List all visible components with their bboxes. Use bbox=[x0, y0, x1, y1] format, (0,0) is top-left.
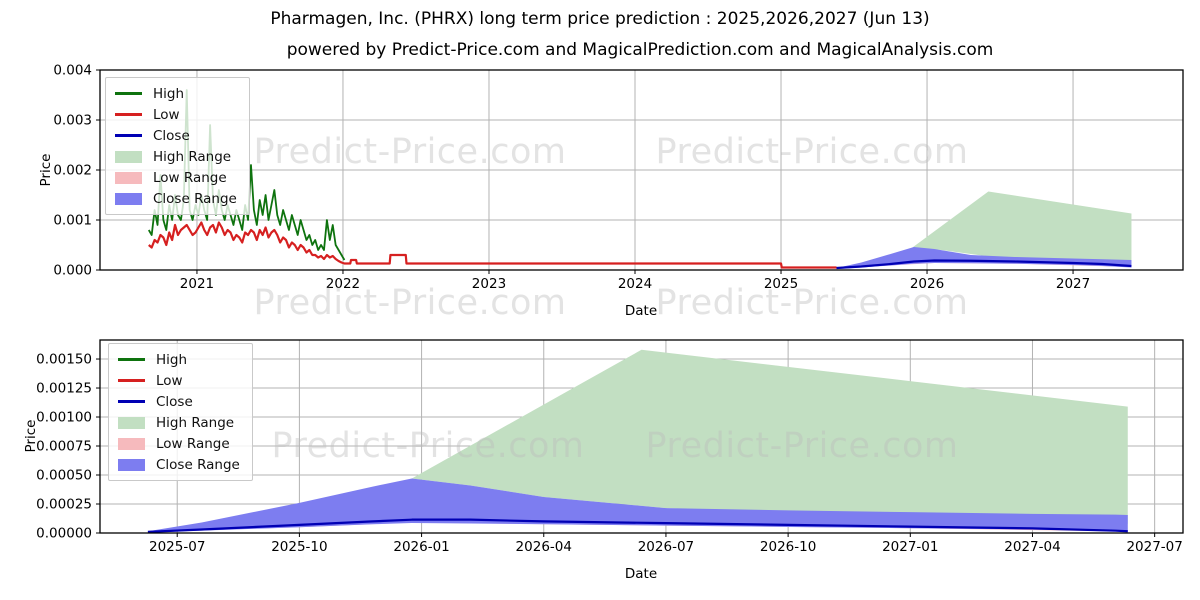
y-tick-label: 0.004 bbox=[53, 63, 92, 79]
legend-item-low-range: Low Range bbox=[115, 167, 237, 188]
series-close-line bbox=[836, 259, 1132, 270]
bottom-x-axis-label: Date bbox=[624, 566, 658, 582]
top-legend: High Low Close High Range Low Range Close Ran… bbox=[105, 77, 250, 215]
legend-label-close-range: Close Range bbox=[153, 190, 237, 207]
x-tick-label: 2027-04 bbox=[1004, 539, 1060, 555]
legend-swatch-close bbox=[115, 134, 142, 137]
legend-label-close: Close bbox=[153, 127, 190, 144]
chart-title: Pharmagen, Inc. (PHRX) long term price p… bbox=[270, 9, 930, 29]
series-low-line bbox=[148, 221, 837, 269]
x-tick-label: 2027 bbox=[1056, 276, 1090, 292]
bottom-y-axis-label: Price bbox=[23, 419, 39, 453]
x-tick-label: 2021 bbox=[180, 276, 214, 292]
y-tick-label: 0.00100 bbox=[36, 410, 92, 426]
y-tick-label: 0.003 bbox=[53, 113, 92, 129]
legend-label-close: Close bbox=[156, 393, 193, 410]
legend-item-close-range: Close Range bbox=[118, 454, 240, 475]
series-high-range bbox=[912, 191, 1132, 264]
legend-swatch-close-range bbox=[115, 192, 142, 205]
y-tick-label: 0.00050 bbox=[36, 468, 92, 484]
legend-label-high-range: High Range bbox=[153, 148, 232, 165]
y-tick-label: 0.002 bbox=[53, 163, 92, 179]
legend-item-low: Low bbox=[118, 370, 240, 391]
bottom-chart: 2025-07 2025-10 2026-01 2026-04 2026-07 2026-… bbox=[36, 339, 1184, 555]
legend-swatch-close-range bbox=[118, 458, 145, 471]
x-tick-label: 2025-10 bbox=[271, 539, 327, 555]
legend-label-high: High bbox=[156, 351, 188, 368]
legend-swatch-close bbox=[118, 400, 145, 403]
y-tick-label: 0.00075 bbox=[36, 439, 92, 455]
series-high-range bbox=[411, 349, 1128, 524]
legend-swatch-low-range bbox=[118, 437, 145, 450]
legend-item-low-range: Low Range bbox=[118, 433, 240, 454]
chart-subtitle: powered by Predict-Price.com and Magical… bbox=[286, 40, 994, 60]
x-tick-label: 2026-07 bbox=[638, 539, 694, 555]
legend-label-high: High bbox=[153, 85, 185, 102]
x-tick-label: 2026 bbox=[910, 276, 944, 292]
y-tick-label: 0.000 bbox=[53, 263, 92, 279]
legend-swatch-low bbox=[115, 113, 142, 116]
legend-item-high-range: High Range bbox=[118, 412, 240, 433]
x-tick-label: 2022 bbox=[326, 276, 360, 292]
x-tick-label: 2026-01 bbox=[393, 539, 449, 555]
legend-swatch-high bbox=[118, 358, 145, 361]
legend-item-high: High bbox=[118, 349, 240, 370]
x-tick-label: 2026-10 bbox=[760, 539, 816, 555]
legend-item-low: Low bbox=[115, 104, 237, 125]
legend-swatch-high-range bbox=[118, 416, 145, 429]
legend-swatch-low-range bbox=[115, 171, 142, 184]
series-close-range bbox=[147, 478, 1128, 533]
top-chart: 2021 2022 2023 2024 2025 2026 2027 0.000 0.001 0.… bbox=[53, 63, 1184, 292]
legend-label-low: Low bbox=[156, 372, 183, 389]
x-tick-label: 2027-07 bbox=[1126, 539, 1182, 555]
x-tick-label: 2026-04 bbox=[516, 539, 572, 555]
y-tick-label: 0.00000 bbox=[36, 526, 92, 542]
series-close-line bbox=[147, 518, 1128, 533]
legend-item-close: Close bbox=[118, 391, 240, 412]
y-tick-label: 0.001 bbox=[53, 213, 92, 229]
axes-frame bbox=[99, 339, 1184, 534]
legend-item-high: High bbox=[115, 83, 237, 104]
legend-swatch-high bbox=[115, 92, 142, 95]
top-y-axis-label: Price bbox=[38, 153, 54, 187]
y-tick-label: 0.00125 bbox=[36, 381, 92, 397]
x-tick-label: 2023 bbox=[472, 276, 506, 292]
legend-swatch-low bbox=[118, 379, 145, 382]
legend-label-high-range: High Range bbox=[156, 414, 235, 431]
x-tick-label: 2027-01 bbox=[882, 539, 938, 555]
y-tick-label: 0.00025 bbox=[36, 497, 92, 513]
legend-label-low-range: Low Range bbox=[153, 169, 227, 186]
legend-label-low-range: Low Range bbox=[156, 435, 230, 452]
x-tick-label: 2025 bbox=[764, 276, 798, 292]
legend-label-low: Low bbox=[153, 106, 180, 123]
y-tick-label: 0.00150 bbox=[36, 352, 92, 368]
legend-label-close-range: Close Range bbox=[156, 456, 240, 473]
x-tick-label: 2025-07 bbox=[149, 539, 205, 555]
legend-item-close: Close bbox=[115, 125, 237, 146]
top-x-axis-label: Date bbox=[624, 303, 658, 319]
bottom-legend: High Low Close High Range Low Range Close Ran… bbox=[108, 343, 253, 481]
legend-swatch-high-range bbox=[115, 150, 142, 163]
legend-item-close-range: Close Range bbox=[115, 188, 237, 209]
legend-item-high-range: High Range bbox=[115, 146, 237, 167]
x-tick-label: 2024 bbox=[618, 276, 652, 292]
